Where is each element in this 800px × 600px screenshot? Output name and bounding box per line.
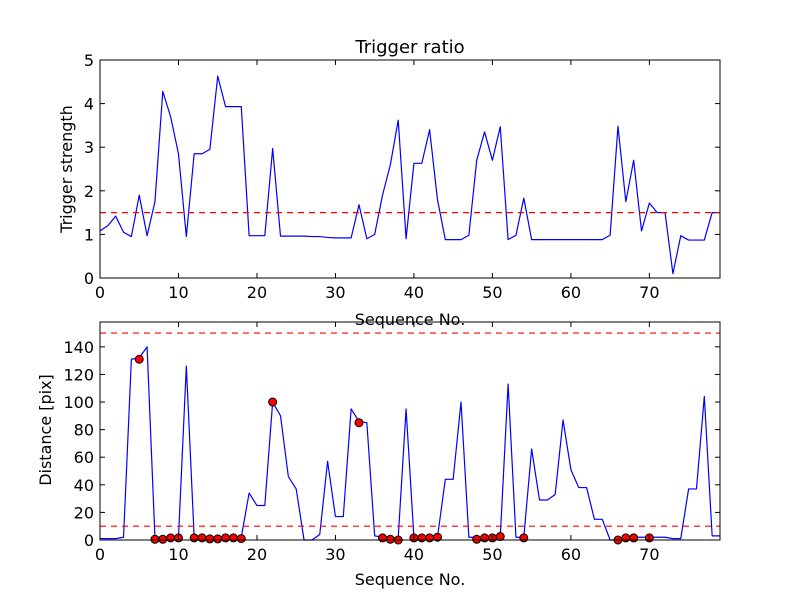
bottom-marker: [425, 533, 435, 543]
top-x-tick-label: 0: [95, 283, 105, 302]
top-chart-plot-area: 0 10 20 30 40 50 60 70 0 1 2 3 4 5: [84, 51, 721, 302]
top-axes-frame: [99, 59, 721, 279]
top-x-tick-label: 40: [404, 283, 424, 302]
top-chart-title: Trigger ratio: [354, 37, 464, 58]
top-x-tick-label: 50: [482, 283, 502, 302]
bottom-marker: [205, 534, 215, 544]
bottom-axes-frame: [99, 321, 721, 541]
bottom-x-tick-label: 30: [325, 545, 345, 564]
top-y-tick-label: 0: [84, 269, 94, 288]
bottom-marker: [354, 418, 364, 428]
top-y-tick-label: 1: [84, 225, 94, 244]
bottom-chart-plot-area: 0 10 20 30 40 50 60 70 0 20 40 60 80 100 120 140: [63, 321, 721, 564]
bottom-marker: [385, 534, 395, 544]
bottom-marker: [134, 354, 144, 364]
bottom-marker: [629, 533, 639, 543]
top-y-axis-label: Trigger strength: [57, 105, 76, 234]
bottom-marker: [197, 533, 207, 543]
bottom-y-tick-label: 40: [74, 476, 94, 495]
bottom-marker: [166, 533, 176, 543]
top-x-tick-label: 70: [639, 283, 659, 302]
bottom-marker: [495, 532, 505, 542]
bottom-x-tick-label: 20: [247, 545, 267, 564]
bottom-marker: [480, 533, 490, 543]
top-x-tick-label: 30: [325, 283, 345, 302]
bottom-x-axis-label: Sequence No.: [355, 570, 466, 589]
bottom-y-tick-label: 140: [63, 338, 94, 357]
top-x-tick-label: 60: [561, 283, 581, 302]
bottom-y-tick-label: 0: [84, 531, 94, 550]
bottom-marker: [519, 533, 529, 543]
bottom-marker: [378, 533, 388, 543]
bottom-x-tick-label: 50: [482, 545, 502, 564]
bottom-x-tick-label: 70: [639, 545, 659, 564]
bottom-y-tick-label: 20: [74, 503, 94, 522]
bottom-y-tick-label: 120: [63, 365, 94, 384]
bottom-marker: [213, 534, 223, 544]
bottom-marker: [221, 533, 231, 543]
top-y-tick-label: 5: [84, 51, 94, 70]
top-y-tick-label: 4: [84, 95, 94, 114]
bottom-x-tick-label: 0: [95, 545, 105, 564]
bottom-marker: [228, 533, 238, 543]
bottom-marker: [236, 534, 246, 544]
bottom-x-tick-label: 60: [561, 545, 581, 564]
bottom-x-tick-label: 10: [168, 545, 188, 564]
top-series-line: [99, 75, 720, 275]
bottom-y-tick-label: 100: [63, 393, 94, 412]
bottom-x-tick-label: 40: [404, 545, 424, 564]
bottom-y-tick-label: 80: [74, 421, 94, 440]
bottom-marker: [158, 534, 168, 544]
top-x-tick-label: 10: [168, 283, 188, 302]
top-y-tick-label: 2: [84, 182, 94, 201]
bottom-marker: [472, 534, 482, 544]
bottom-marker: [268, 397, 278, 407]
top-y-tick-label: 3: [84, 138, 94, 157]
bottom-marker: [417, 533, 427, 543]
top-x-tick-label: 20: [247, 283, 267, 302]
top-x-axis-label: Sequence No.: [355, 310, 466, 329]
bottom-y-axis-label: Distance [pix]: [36, 374, 55, 486]
bottom-marker: [432, 532, 442, 542]
bottom-y-tick-label: 60: [74, 448, 94, 467]
bottom-marker: [150, 534, 160, 544]
bottom-marker: [621, 533, 631, 543]
bottom-marker: [189, 533, 199, 543]
